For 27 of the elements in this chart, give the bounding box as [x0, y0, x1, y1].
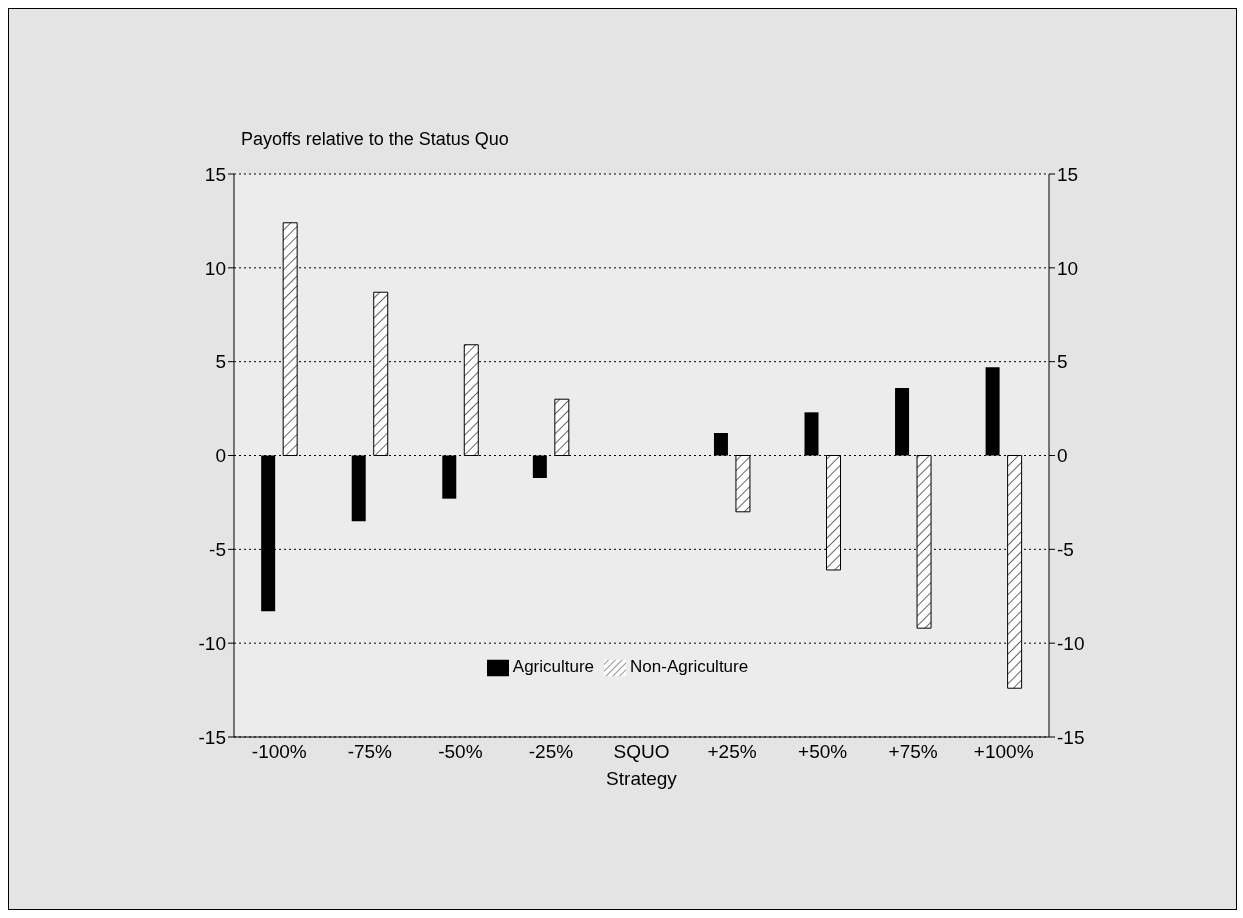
y-tick-label: 5 [215, 351, 226, 373]
y2-tick-label: 10 [1057, 257, 1079, 279]
y-tick-label: 0 [215, 445, 226, 467]
x-tick-label: -50% [438, 741, 483, 763]
x-tick-label: +50% [798, 741, 848, 763]
y2-tick-label: -10 [1057, 632, 1085, 654]
y-tick-label: -5 [209, 539, 226, 561]
y-tick-label: 10 [204, 257, 226, 279]
y-tick-label: -10 [198, 632, 226, 654]
x-tick-label: -75% [347, 741, 393, 763]
x-tick-label: -25% [528, 741, 574, 763]
y-tick-label: 15 [204, 163, 226, 185]
y2-tick-label: 5 [1057, 351, 1068, 373]
legend-label: Agriculture [512, 657, 595, 677]
legend-label: Non-Agriculture [630, 657, 749, 677]
x-tick-label: SQUO [613, 741, 670, 763]
x-tick-label: +75% [888, 741, 938, 763]
y2-tick-label: -15 [1057, 726, 1085, 748]
y2-tick-label: 0 [1057, 445, 1068, 467]
x-axis-title: Strategy [606, 768, 678, 789]
x-tick-label: +100% [973, 741, 1034, 763]
y-tick-label: -15 [198, 726, 226, 748]
y2-tick-label: 15 [1057, 163, 1079, 185]
x-tick-label: +25% [707, 741, 757, 763]
x-tick-label: -100% [251, 741, 307, 763]
y2-tick-label: -5 [1057, 539, 1074, 561]
chart-title: Payoffs relative to the Status Quo [241, 129, 509, 150]
